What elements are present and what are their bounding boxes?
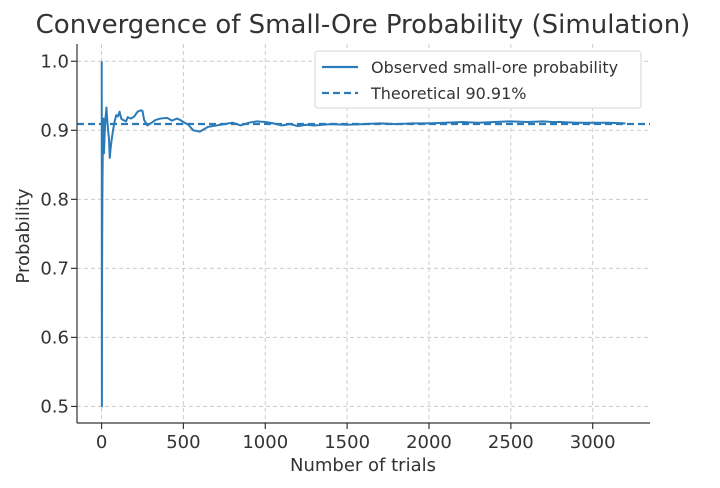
legend-observed-label: Observed small-ore probability xyxy=(371,58,618,77)
x-axis-label: Number of trials xyxy=(290,455,436,476)
x-tick-label: 2000 xyxy=(406,432,452,453)
plot-area xyxy=(77,61,650,408)
chart-title: Convergence of Small-Ore Probability (Si… xyxy=(36,10,691,40)
axes xyxy=(76,44,650,424)
x-tick-label: 3000 xyxy=(570,432,616,453)
y-ticks: 0.5 0.6 0.7 0.8 0.9 1.0 xyxy=(40,51,77,417)
y-tick-label: 0.9 xyxy=(40,120,69,141)
x-tick-label: 1000 xyxy=(242,432,288,453)
y-tick-label: 0.6 xyxy=(40,327,69,348)
x-tick-label: 2500 xyxy=(488,432,534,453)
y-tick-label: 0.5 xyxy=(40,396,69,417)
legend: Observed small-ore probability Theoretic… xyxy=(314,50,642,109)
legend-box xyxy=(314,50,642,109)
y-tick-label: 0.8 xyxy=(40,189,69,210)
x-tick-label: 500 xyxy=(166,432,200,453)
legend-theoretical-label: Theoretical 90.91% xyxy=(370,84,526,103)
y-tick-label: 0.7 xyxy=(40,258,69,279)
observed-line xyxy=(100,61,626,408)
y-axis-label: Probability xyxy=(13,188,34,283)
x-ticks: 0 500 1000 1500 2000 2500 3000 xyxy=(96,423,616,453)
y-tick-label: 1.0 xyxy=(40,51,69,72)
x-tick-label: 0 xyxy=(96,432,107,453)
x-tick-label: 1500 xyxy=(324,432,370,453)
